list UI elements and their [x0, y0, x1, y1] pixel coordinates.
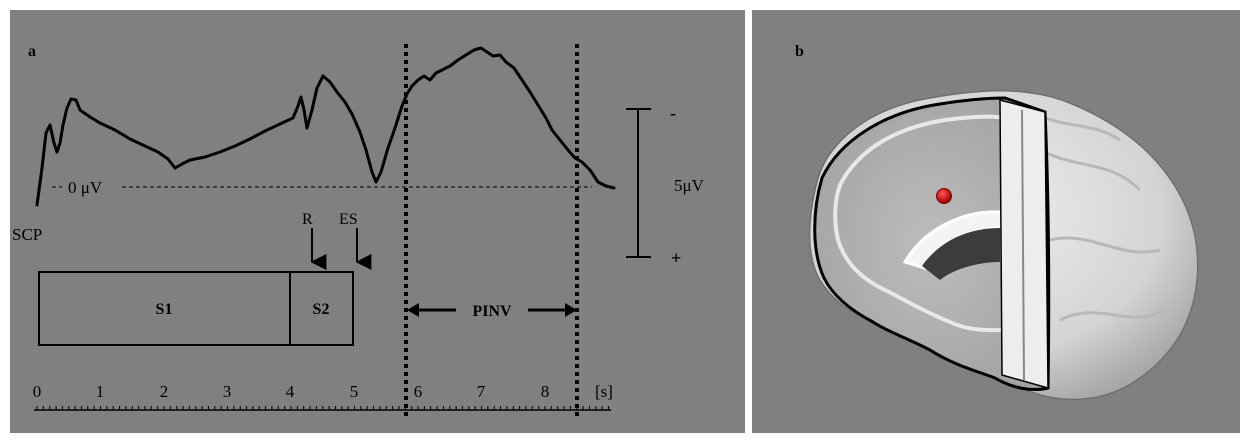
time-axis-minor-ticks — [36, 406, 609, 410]
event-label-r: R — [302, 211, 313, 228]
time-axis-unit: [s] — [595, 382, 613, 401]
panel-a-background — [10, 10, 745, 433]
scp-label: SCP — [12, 225, 42, 244]
stimulus-label-s2: S2 — [313, 301, 330, 318]
coronal-midline — [1021, 109, 1025, 381]
tick-label-3: 3 — [223, 382, 232, 401]
brain-sulci — [1029, 108, 1166, 322]
tick-label-8: 8 — [541, 382, 550, 401]
scp-waveform — [35, 46, 616, 207]
pinv-label: PINV — [472, 303, 512, 320]
coronal-cut — [999, 99, 1049, 389]
pinv-arrow-right-head — [565, 303, 577, 317]
tick-label-6: 6 — [414, 382, 423, 401]
scale-bottom-sign: + — [671, 248, 681, 268]
baseline-label-backdrop — [62, 176, 122, 196]
tick-label-5: 5 — [350, 382, 359, 401]
source-location-marker — [936, 188, 952, 204]
tick-label-1: 1 — [96, 382, 105, 401]
scale-value-label: 5μV — [674, 176, 705, 195]
tick-label-7: 7 — [477, 382, 486, 401]
pinv-arrow-left-head — [407, 303, 419, 317]
cortex-band — [833, 114, 1013, 333]
panel-b-label: b — [795, 43, 804, 60]
event-label-es: ES — [339, 211, 358, 228]
tick-label-4: 4 — [286, 382, 295, 401]
panel-a: a 0 μV SCP R ES S1 S2 — [12, 43, 705, 416]
ventricle — [922, 228, 1000, 280]
zero-baseline-label: 0 μV — [68, 178, 103, 197]
stimulus-label-s1: S1 — [156, 301, 173, 318]
tick-label-0: 0 — [33, 382, 42, 401]
time-axis-tick-labels: 0 1 2 3 4 5 6 7 8 — [33, 382, 550, 401]
panel-a-label: a — [28, 43, 36, 60]
scale-top-sign: - — [670, 103, 676, 123]
panel-b: b — [795, 43, 1199, 401]
stimulus-box-s2 — [289, 271, 354, 346]
tick-label-2: 2 — [160, 382, 169, 401]
